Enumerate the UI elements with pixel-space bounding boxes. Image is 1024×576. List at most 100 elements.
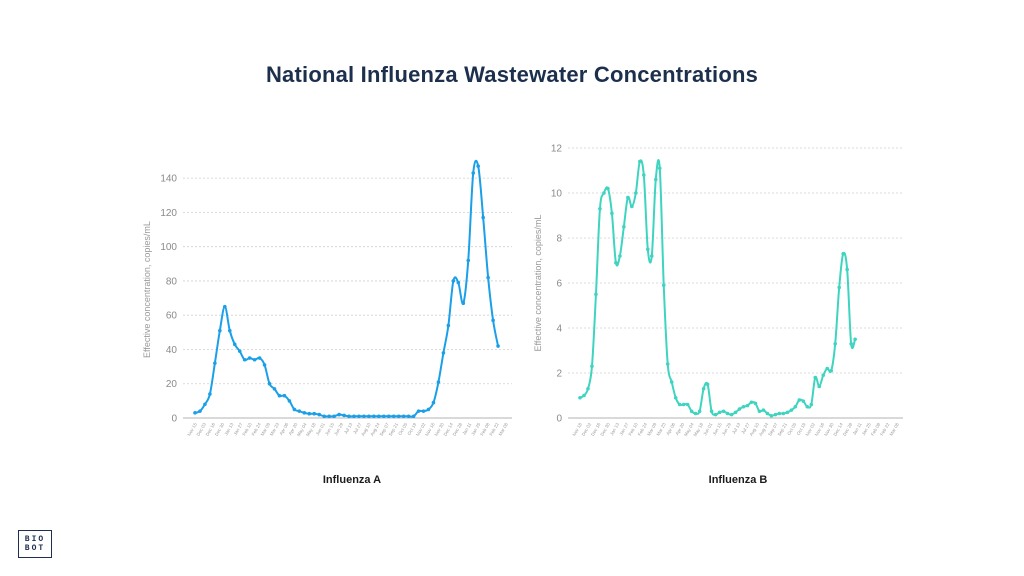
biobot-logo: BIO BOT (18, 530, 52, 558)
influenza-b-caption: Influenza B (708, 474, 768, 486)
flu-a-data-point (332, 414, 336, 419)
flu-a-x-tick-label: Feb 08 (479, 422, 491, 437)
flu-b-x-tick-label: Aug 10 (749, 422, 761, 437)
flu-b-x-tick-label: Oct 19 (796, 422, 807, 436)
flu-b-data-point (610, 211, 614, 216)
flu-a-x-tick-label: Sep 21 (388, 422, 400, 437)
flu-b-data-point (777, 411, 782, 416)
logo-line-1: BIO (24, 535, 46, 544)
flu-b-x-tick-label: Mar 08 (889, 422, 901, 437)
flu-b-data-point (797, 398, 802, 402)
flu-a-data-point (213, 361, 217, 365)
flu-b-data-point (741, 404, 746, 409)
flu-b-data-point (765, 411, 770, 416)
flu-b-data-point (841, 251, 845, 256)
flu-b-data-point (642, 173, 646, 177)
flu-b-x-tick-label: Dec 30 (599, 422, 611, 437)
flu-b-x-tick-label: Jun 01 (702, 422, 713, 437)
flu-b-data-point (634, 191, 638, 195)
flu-a-x-tick-label: Oct 05 (397, 422, 408, 436)
flu-b-x-tick-label: Dec 14 (832, 422, 844, 437)
flu-a-data-point (292, 407, 297, 412)
flu-b-data-point (681, 402, 686, 407)
flu-a-data-point (287, 399, 292, 403)
flu-b-data-point (821, 373, 826, 378)
flu-a-data-point (362, 414, 366, 419)
flu-b-data-point (761, 408, 766, 412)
flu-b-x-tick-label: May 18 (692, 422, 704, 438)
flu-b-y-tick-label: 2 (556, 369, 562, 380)
flu-b-data-point (626, 195, 630, 200)
flu-a-data-point (431, 400, 436, 405)
flu-a-data-point (451, 279, 456, 283)
flu-b-x-tick-label: Sep 07 (767, 422, 779, 437)
flu-b-data-point (721, 409, 726, 414)
flu-b-x-tick-label: Nov 30 (823, 422, 835, 437)
flu-a-data-point (461, 301, 466, 306)
flu-a-data-point (386, 414, 391, 419)
flu-b-data-point (757, 409, 762, 414)
flu-a-data-point (342, 413, 346, 418)
flu-a-data-point (247, 356, 252, 360)
flu-b-data-point (725, 411, 730, 416)
flu-a-data-point (297, 409, 302, 413)
flu-b-data-point (817, 384, 822, 389)
flu-a-data-point (367, 414, 371, 419)
influenza-a-caption: Influenza A (322, 474, 382, 486)
flu-a-data-point (406, 414, 411, 419)
flu-b-data-point (677, 402, 682, 407)
flu-a-x-tick-label: Jan 13 (223, 422, 234, 437)
flu-a-y-tick-label: 60 (166, 311, 178, 322)
flu-b-x-tick-label: Nov 16 (814, 422, 826, 437)
flu-b-data-point (733, 410, 738, 415)
flu-b-data-point (645, 247, 650, 252)
flu-a-data-point (491, 318, 495, 323)
flu-a-data-point (421, 409, 426, 413)
flu-b-data-point (713, 412, 718, 417)
flu-a-x-tick-label: May 18 (305, 422, 317, 438)
flu-a-x-tick-label: Dec 14 (443, 422, 455, 437)
flu-a-data-point (193, 411, 197, 415)
flu-b-x-tick-label: Jan 25 (861, 422, 872, 437)
flu-b-data-point (745, 403, 750, 408)
flu-a-x-tick-label: Nov 02 (415, 422, 427, 437)
flu-a-data-point (272, 387, 277, 391)
flu-b-data-point (845, 267, 849, 272)
flu-a-data-point (317, 412, 322, 417)
flu-a-data-point (242, 357, 247, 362)
flu-a-x-tick-label: Mar 09 (260, 422, 272, 437)
flu-b-data-point (805, 404, 810, 409)
flu-a-x-tick-label: Jan 11 (461, 422, 472, 436)
flu-a-x-tick-label: Sep 07 (378, 422, 390, 437)
flu-b-x-tick-label: Aug 24 (758, 422, 770, 437)
flu-a-y-tick-label: 40 (166, 345, 178, 356)
flu-b-y-tick-label: 4 (556, 324, 562, 335)
flu-b-x-tick-label: Jul 27 (740, 422, 751, 435)
flu-a-x-tick-label: Jan 27 (233, 422, 244, 437)
flu-b-x-tick-label: Apr 06 (665, 422, 676, 436)
flu-a-data-point (257, 356, 262, 360)
flu-a-x-tick-label: Aug 24 (369, 422, 381, 437)
flu-a-data-point (203, 402, 207, 407)
flu-a-data-point (347, 414, 351, 419)
flu-a-series-line (194, 159, 500, 418)
flu-a-data-point (322, 414, 326, 419)
flu-a-data-point (426, 407, 431, 412)
flu-b-data-point (578, 395, 582, 400)
flu-a-y-axis-label: Effective concentration, copies/mL (142, 221, 152, 358)
flu-a-y-tick-label: 20 (166, 379, 178, 390)
flu-a-x-tick-label: Feb 22 (488, 422, 500, 437)
flu-a-y-tick-label: 140 (160, 174, 177, 185)
flu-a-x-tick-label: Dec 16 (205, 422, 217, 437)
flu-b-data-point (769, 413, 774, 418)
flu-a-data-point (232, 342, 237, 347)
flu-b-x-tick-label: Jan 11 (852, 422, 863, 436)
page-title: National Influenza Wastewater Concentrat… (265, 62, 759, 87)
flu-b-x-tick-label: Jul 13 (731, 422, 742, 435)
flu-a-data-point (381, 414, 386, 419)
flu-b-data-point (657, 166, 662, 171)
flu-b-data-point (709, 409, 714, 414)
flu-b-data-point (717, 410, 722, 415)
flu-a-data-point (441, 351, 446, 355)
flu-a-x-tick-label: Dec 03 (196, 422, 208, 437)
